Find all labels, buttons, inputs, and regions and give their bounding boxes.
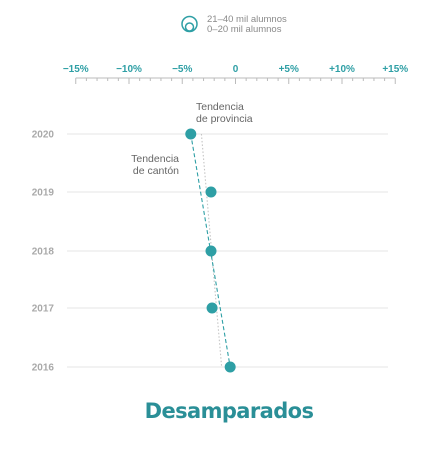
province-trend-label: de provincia	[196, 113, 253, 125]
legend-label: 21–40 mil alumnos	[207, 14, 287, 25]
year-label: 2016	[32, 363, 55, 374]
x-tick-label: +15%	[382, 64, 408, 75]
canton-trend-label: Tendencia	[131, 153, 179, 165]
chart-title: Desamparados	[145, 399, 314, 423]
legend-size-large-icon	[181, 15, 198, 33]
legend-label: 0–20 mil alumnos	[207, 24, 282, 35]
x-tick-label: +10%	[329, 64, 355, 75]
data-point	[185, 128, 197, 140]
data-point	[205, 245, 217, 257]
year-label: 2020	[32, 130, 55, 141]
year-label: 2017	[32, 304, 55, 315]
x-tick-label: −5%	[172, 64, 192, 75]
canton-trend-label: de cantón	[133, 165, 179, 177]
x-tick-label: −15%	[63, 64, 89, 75]
x-tick-label: +5%	[279, 64, 299, 75]
data-point	[205, 186, 217, 198]
year-label: 2018	[32, 247, 55, 258]
data-point	[224, 361, 236, 373]
legend-size-small-icon	[184, 22, 195, 32]
x-tick-label: 0	[233, 64, 239, 75]
province-trend-label: Tendencia	[196, 101, 244, 113]
x-tick-label: −10%	[116, 64, 142, 75]
data-point	[206, 302, 218, 314]
year-label: 2019	[32, 188, 55, 199]
